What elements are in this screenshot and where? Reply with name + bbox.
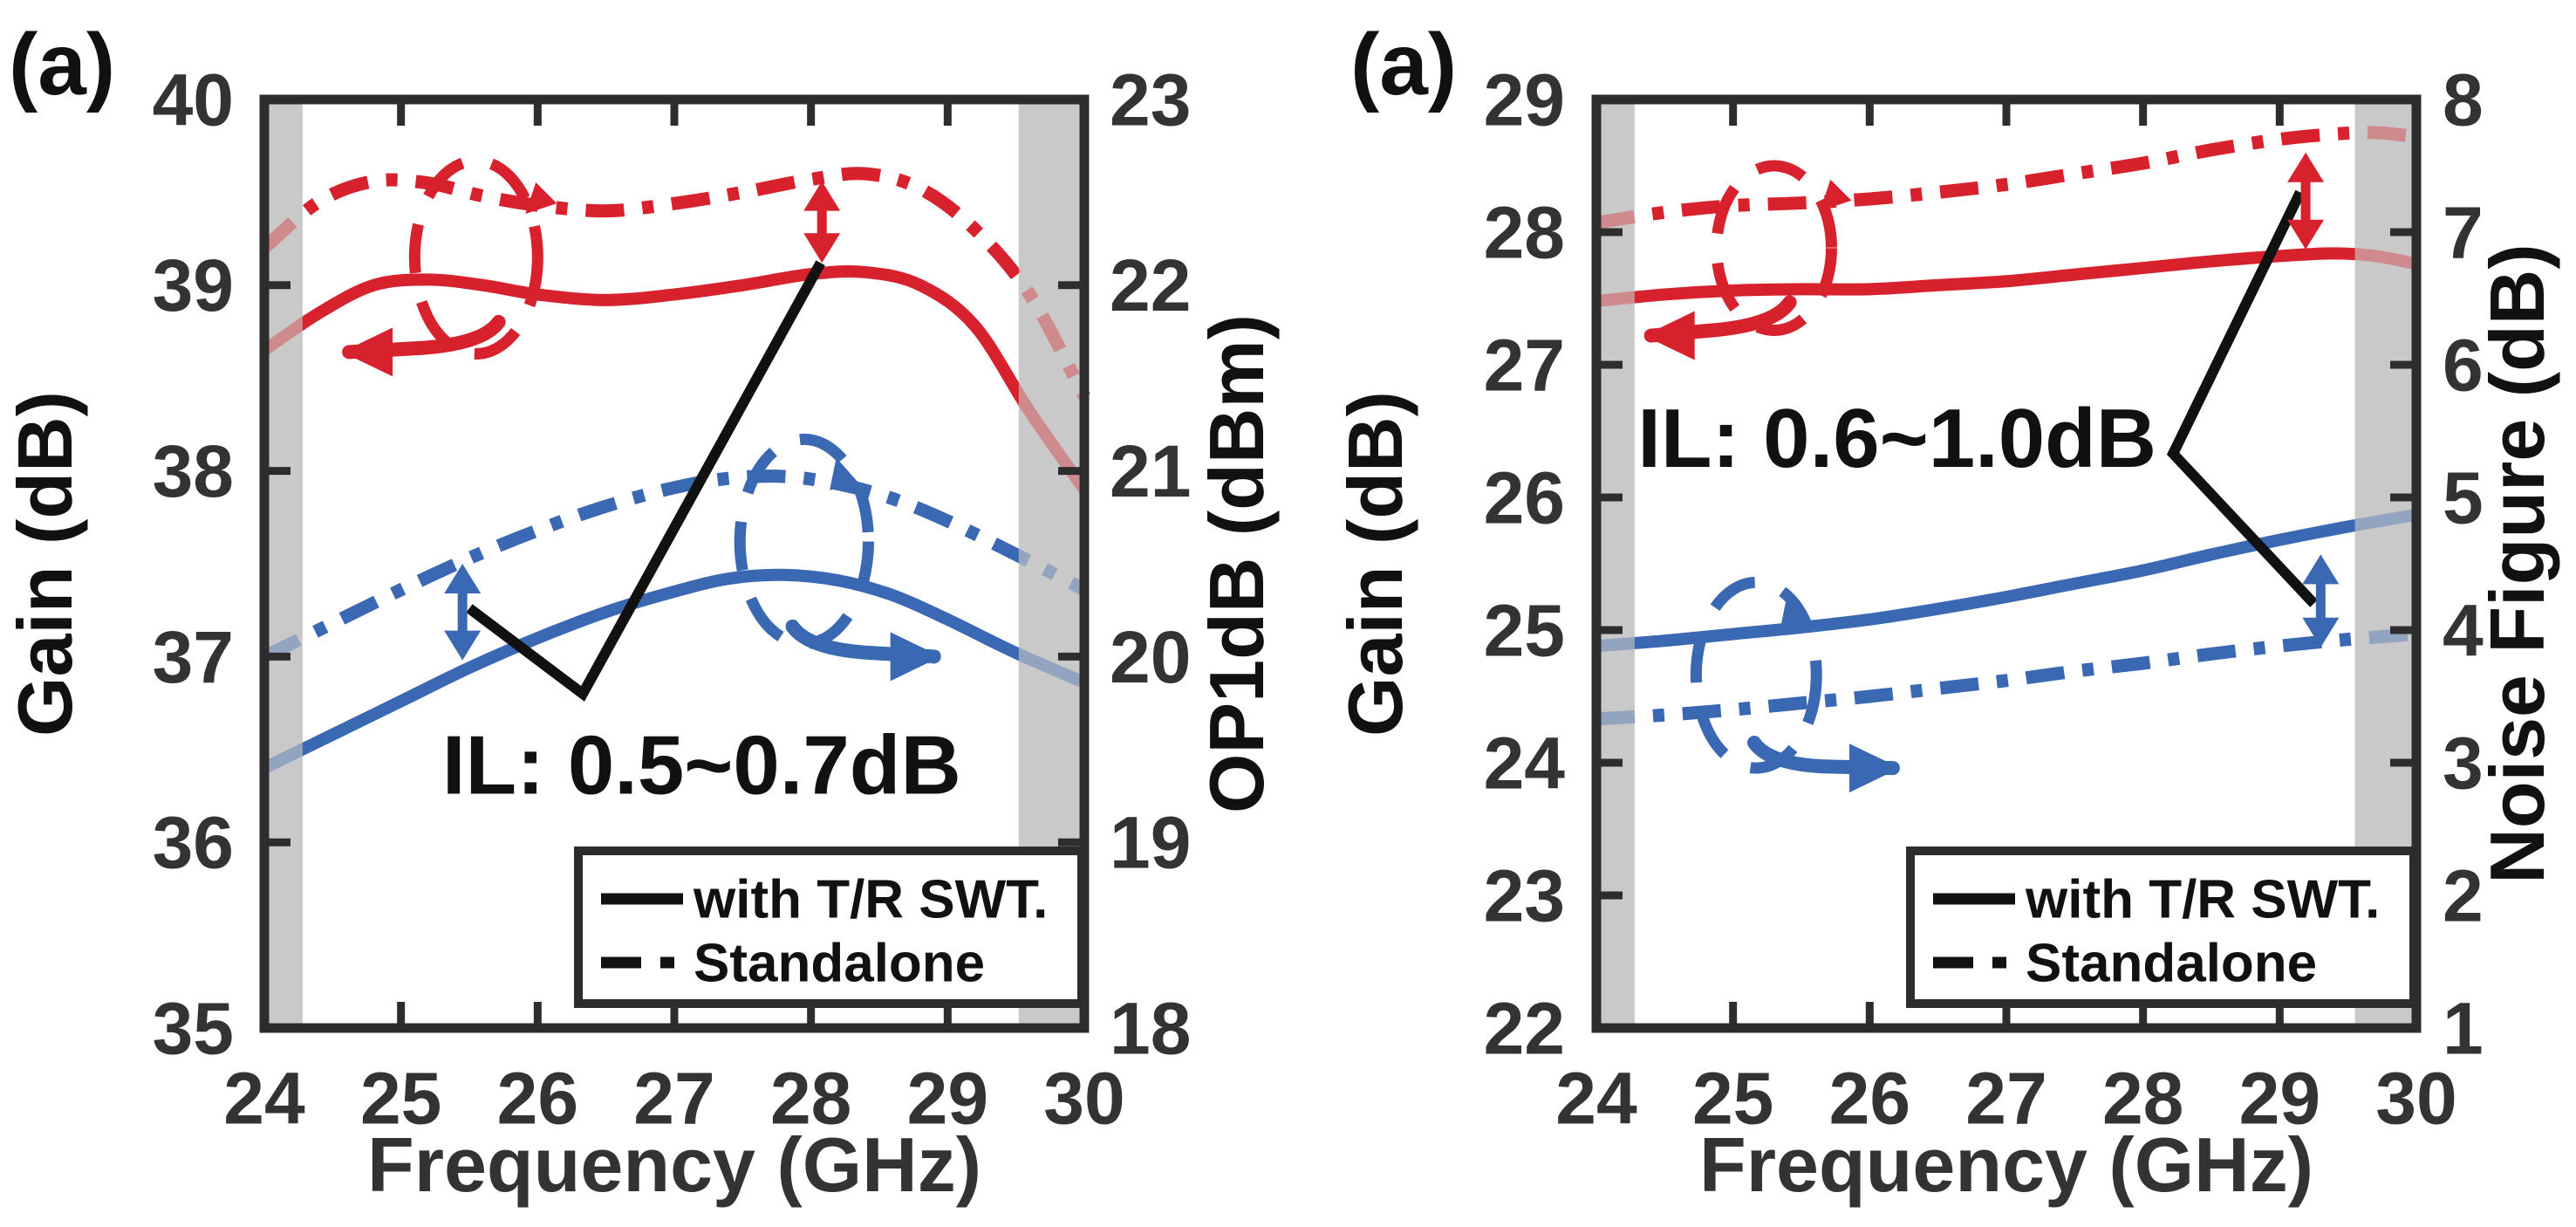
panel1-group-ellipse-red xyxy=(408,154,543,360)
panel2-series-gain-standalone xyxy=(1595,126,2417,230)
panel2-il-callout-line xyxy=(2166,189,2318,607)
panel1-shaded-band-overlay-0 xyxy=(264,99,303,1028)
panel2-right-tick-label: 2 xyxy=(2443,854,2484,936)
panel1-ellipse-spin-head-blue-icon xyxy=(830,457,858,490)
panel1-x-tick-label: 27 xyxy=(633,1057,714,1139)
panel1-double-arrow-red-down-head-icon xyxy=(803,233,841,264)
panel1-x-tick-label: 29 xyxy=(907,1057,988,1139)
panel2-x-tick-label: 24 xyxy=(1555,1057,1637,1139)
panel1-x-tick-label: 26 xyxy=(497,1057,578,1139)
panel1-series-gain-standalone xyxy=(260,167,1090,401)
panel1-il-annotation-label: IL: 0.5~0.7dB xyxy=(442,718,961,812)
panel1-left-tick-label: 39 xyxy=(153,244,234,326)
panel1-panel-tag: (a) xyxy=(9,16,115,113)
panel1-x-tick-label: 24 xyxy=(223,1057,305,1139)
panel1-legend-label: Standalone xyxy=(694,934,985,994)
panel2-series-nf-standalone xyxy=(1595,627,2417,726)
panel2-double-arrow-red-down-head-icon xyxy=(2287,219,2325,250)
panel1-right-tick-label: 19 xyxy=(1110,802,1191,884)
panel2-x-tick-label: 30 xyxy=(2375,1057,2456,1139)
panel1-left-tick-label: 36 xyxy=(153,802,234,884)
panel2-legend-label: with T/R SWT. xyxy=(2025,870,2380,930)
panel2-x-tick-label: 27 xyxy=(1965,1057,2046,1139)
panel2-left-tick-label: 22 xyxy=(1484,987,1565,1069)
panel2-right-tick-label: 6 xyxy=(2443,324,2484,406)
panel2-left-tick-label: 25 xyxy=(1484,589,1565,671)
panel1-x-tick-label: 28 xyxy=(770,1057,851,1139)
panel2-double-arrow-blue-up-head-icon xyxy=(2302,554,2340,585)
panel1-right-tick-label: 18 xyxy=(1110,987,1191,1069)
panel1-double-arrow-blue-up-head-icon xyxy=(444,564,482,593)
panel1-axis-arrow-blue-head-icon xyxy=(890,632,941,682)
panel1-left-tick-label: 35 xyxy=(153,987,234,1069)
panel1-ellipse-spin-head-red-icon xyxy=(525,182,557,215)
panel1-left-tick-label: 37 xyxy=(153,616,234,698)
panel2-double-arrow-red-up-head-icon xyxy=(2287,152,2325,182)
panel2-right-tick-label: 4 xyxy=(2443,589,2484,671)
panel1-legend-label: with T/R SWT. xyxy=(693,870,1048,930)
panel2-legend-box xyxy=(1906,847,2418,1008)
panel1-series-op1db-with-trswt xyxy=(261,568,1087,774)
panel2-x-tick-label: 28 xyxy=(2102,1057,2183,1139)
panel2-x-tick-label: 29 xyxy=(2239,1057,2320,1139)
panel2-ellipse-spin-head-red-icon xyxy=(1820,179,1852,211)
panel1-x-axis-title: Frequency (GHz) xyxy=(367,1121,981,1208)
panel2-right-tick-label: 8 xyxy=(2443,58,2484,141)
panel1-plot-frame xyxy=(259,94,1090,1033)
panel2-left-tick-label: 26 xyxy=(1484,456,1565,538)
panel1-il-callout-line xyxy=(466,260,825,702)
panel2-right-tick-label: 7 xyxy=(2443,191,2484,273)
panel2-left-tick-label: 28 xyxy=(1484,191,1565,273)
panel2-plot-frame xyxy=(1591,94,2422,1033)
panel1-left-axis-title: Gain (dB) xyxy=(2,391,88,737)
panel1-x-tick-label: 30 xyxy=(1043,1057,1124,1139)
panel2-legend-label: Standalone xyxy=(2026,934,2317,994)
panel2-group-ellipse-red xyxy=(1711,160,1837,336)
panel1-series-gain-with-trswt xyxy=(261,264,1090,493)
panel2-right-tick-label: 3 xyxy=(2443,722,2484,804)
panel2-axis-arrow-blue-head-icon xyxy=(1848,744,1900,793)
panel1-double-arrow-blue-down-head-icon xyxy=(444,630,482,661)
panel2-x-tick-label: 25 xyxy=(1692,1057,1773,1139)
panel1-double-arrow-red-up-head-icon xyxy=(803,181,841,211)
panel2-series-nf-with-trswt xyxy=(1595,508,2418,653)
panel2-ellipse-spin-head-blue-icon xyxy=(1780,599,1808,632)
panel2-left-tick-label: 24 xyxy=(1484,722,1566,804)
panel1-left-tick-label: 40 xyxy=(153,58,234,141)
panel2-x-axis-title: Frequency (GHz) xyxy=(1699,1121,2313,1208)
panel1-right-tick-label: 23 xyxy=(1110,58,1191,141)
panel2-right-axis-title: Noise Figure (dB) xyxy=(2474,243,2560,883)
panel2-panel-tag: (a) xyxy=(1350,16,1457,113)
panel1-legend-box xyxy=(574,847,1086,1008)
panel2-il-annotation-label: IL: 0.6~1.0dB xyxy=(1637,392,2156,485)
panel2-shaded-band-overlay-0 xyxy=(1596,99,1635,1028)
panel1-left-tick-label: 38 xyxy=(153,430,234,512)
panel2-series-gain-with-trswt xyxy=(1595,247,2418,308)
panel1-group-ellipse-blue xyxy=(734,433,874,650)
panel1-right-axis-title: OP1dB (dBm) xyxy=(1193,314,1280,813)
panel2-left-axis-title: Gain (dB) xyxy=(1332,391,1418,737)
panel2-axis-arrow-red-head-icon xyxy=(1643,311,1695,360)
panel2-x-tick-label: 26 xyxy=(1829,1057,1910,1139)
panel1-series-op1db-standalone xyxy=(261,470,1088,663)
panel2-double-arrow-blue-down-head-icon xyxy=(2302,617,2340,648)
panel1-x-tick-label: 25 xyxy=(360,1057,441,1139)
panel2-left-tick-label: 23 xyxy=(1484,854,1565,936)
panel1-right-tick-label: 22 xyxy=(1110,244,1191,326)
panel1-right-tick-label: 21 xyxy=(1110,430,1191,512)
panel1-axis-arrow-red-head-icon xyxy=(342,327,393,377)
panel2-right-tick-label: 1 xyxy=(2443,987,2484,1069)
panel2-group-ellipse-blue xyxy=(1690,576,1822,774)
panel2-left-tick-label: 27 xyxy=(1484,324,1565,406)
panel1-right-tick-label: 20 xyxy=(1110,616,1191,698)
panel2-right-tick-label: 5 xyxy=(2443,456,2484,538)
panel2-left-tick-label: 29 xyxy=(1484,58,1565,141)
